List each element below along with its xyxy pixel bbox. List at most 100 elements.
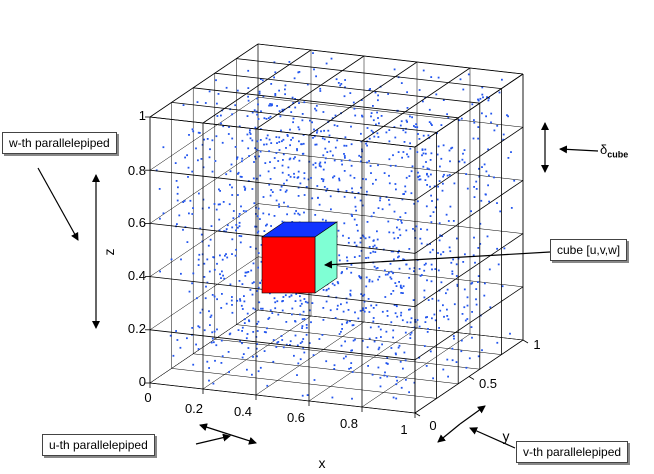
data-point bbox=[302, 142, 305, 145]
data-point bbox=[255, 177, 258, 180]
data-point bbox=[321, 218, 324, 221]
data-point bbox=[386, 356, 389, 359]
data-point bbox=[372, 307, 375, 309]
data-point bbox=[293, 354, 295, 357]
data-point bbox=[377, 164, 379, 167]
data-point bbox=[410, 331, 413, 334]
data-point bbox=[366, 144, 368, 147]
data-point bbox=[263, 117, 266, 120]
data-point bbox=[402, 129, 405, 132]
data-point bbox=[322, 168, 325, 171]
data-point bbox=[466, 187, 469, 190]
data-point bbox=[299, 305, 302, 307]
data-point bbox=[254, 155, 256, 158]
data-point bbox=[282, 346, 285, 349]
data-point bbox=[270, 225, 272, 227]
data-point bbox=[204, 102, 207, 104]
data-point bbox=[273, 215, 276, 217]
w-parallelepiped-label: w-th parallelepiped bbox=[9, 136, 110, 150]
data-point bbox=[393, 304, 396, 306]
data-point bbox=[445, 292, 447, 295]
z-tick-label: 0.8 bbox=[128, 163, 146, 178]
data-point bbox=[281, 220, 284, 223]
data-point bbox=[298, 71, 301, 73]
data-point bbox=[368, 160, 370, 162]
data-point bbox=[441, 189, 444, 192]
data-point bbox=[343, 153, 345, 155]
data-point bbox=[241, 342, 243, 345]
data-point bbox=[347, 237, 350, 239]
data-point bbox=[409, 333, 412, 336]
data-point bbox=[251, 188, 254, 190]
data-point bbox=[394, 312, 397, 315]
data-point bbox=[249, 289, 252, 291]
data-point bbox=[483, 294, 486, 297]
data-point bbox=[399, 216, 402, 218]
y-tick-label: 0 bbox=[429, 418, 436, 433]
data-point bbox=[315, 109, 318, 112]
data-point bbox=[364, 237, 367, 240]
data-point bbox=[199, 311, 202, 314]
data-point bbox=[275, 199, 278, 202]
data-point bbox=[296, 177, 299, 179]
data-point bbox=[301, 340, 304, 343]
top-face-line bbox=[308, 61, 418, 136]
data-point bbox=[398, 228, 401, 231]
data-point bbox=[224, 254, 226, 257]
data-point bbox=[212, 256, 215, 258]
data-point bbox=[453, 303, 456, 306]
data-point bbox=[349, 174, 352, 177]
data-point bbox=[244, 189, 246, 191]
data-point bbox=[369, 165, 372, 167]
data-point bbox=[263, 143, 265, 146]
data-point bbox=[409, 115, 411, 118]
data-point bbox=[241, 330, 243, 332]
x-tick-label: 0.4 bbox=[234, 404, 252, 419]
data-point bbox=[399, 124, 402, 127]
data-point bbox=[351, 371, 354, 373]
data-point bbox=[353, 107, 356, 110]
data-point bbox=[488, 268, 491, 271]
data-point bbox=[270, 83, 273, 85]
data-point bbox=[209, 238, 212, 241]
data-point bbox=[308, 342, 311, 344]
data-point bbox=[275, 136, 278, 138]
data-point bbox=[274, 71, 277, 74]
x-axis-ticks: 0 0.2 0.4 0.6 0.8 1 bbox=[144, 390, 407, 437]
data-point bbox=[219, 203, 221, 206]
data-point bbox=[268, 213, 270, 216]
data-point bbox=[209, 148, 211, 151]
data-point bbox=[360, 156, 362, 158]
data-point bbox=[318, 203, 321, 206]
data-point bbox=[423, 296, 426, 299]
data-point bbox=[248, 131, 251, 134]
data-point bbox=[298, 102, 300, 104]
data-point bbox=[426, 331, 429, 333]
data-point bbox=[203, 276, 206, 278]
data-point bbox=[188, 212, 190, 215]
data-point bbox=[278, 136, 281, 139]
data-point bbox=[485, 115, 487, 118]
data-point bbox=[408, 391, 410, 394]
data-point bbox=[351, 215, 353, 217]
data-point bbox=[176, 223, 178, 225]
data-point bbox=[301, 153, 304, 155]
data-point bbox=[197, 264, 200, 266]
data-point bbox=[218, 229, 221, 232]
data-point bbox=[322, 178, 325, 181]
data-point bbox=[328, 140, 330, 143]
data-point bbox=[420, 242, 423, 245]
data-point bbox=[343, 155, 346, 157]
data-point bbox=[186, 241, 189, 243]
data-point bbox=[398, 344, 401, 347]
data-point bbox=[341, 323, 343, 326]
data-point bbox=[203, 262, 206, 265]
data-point bbox=[427, 175, 430, 178]
data-point bbox=[451, 359, 454, 362]
data-point bbox=[288, 295, 291, 298]
data-point bbox=[242, 353, 245, 355]
data-point bbox=[451, 273, 454, 275]
data-point bbox=[409, 142, 411, 145]
data-point bbox=[265, 137, 268, 140]
data-point bbox=[389, 164, 392, 167]
